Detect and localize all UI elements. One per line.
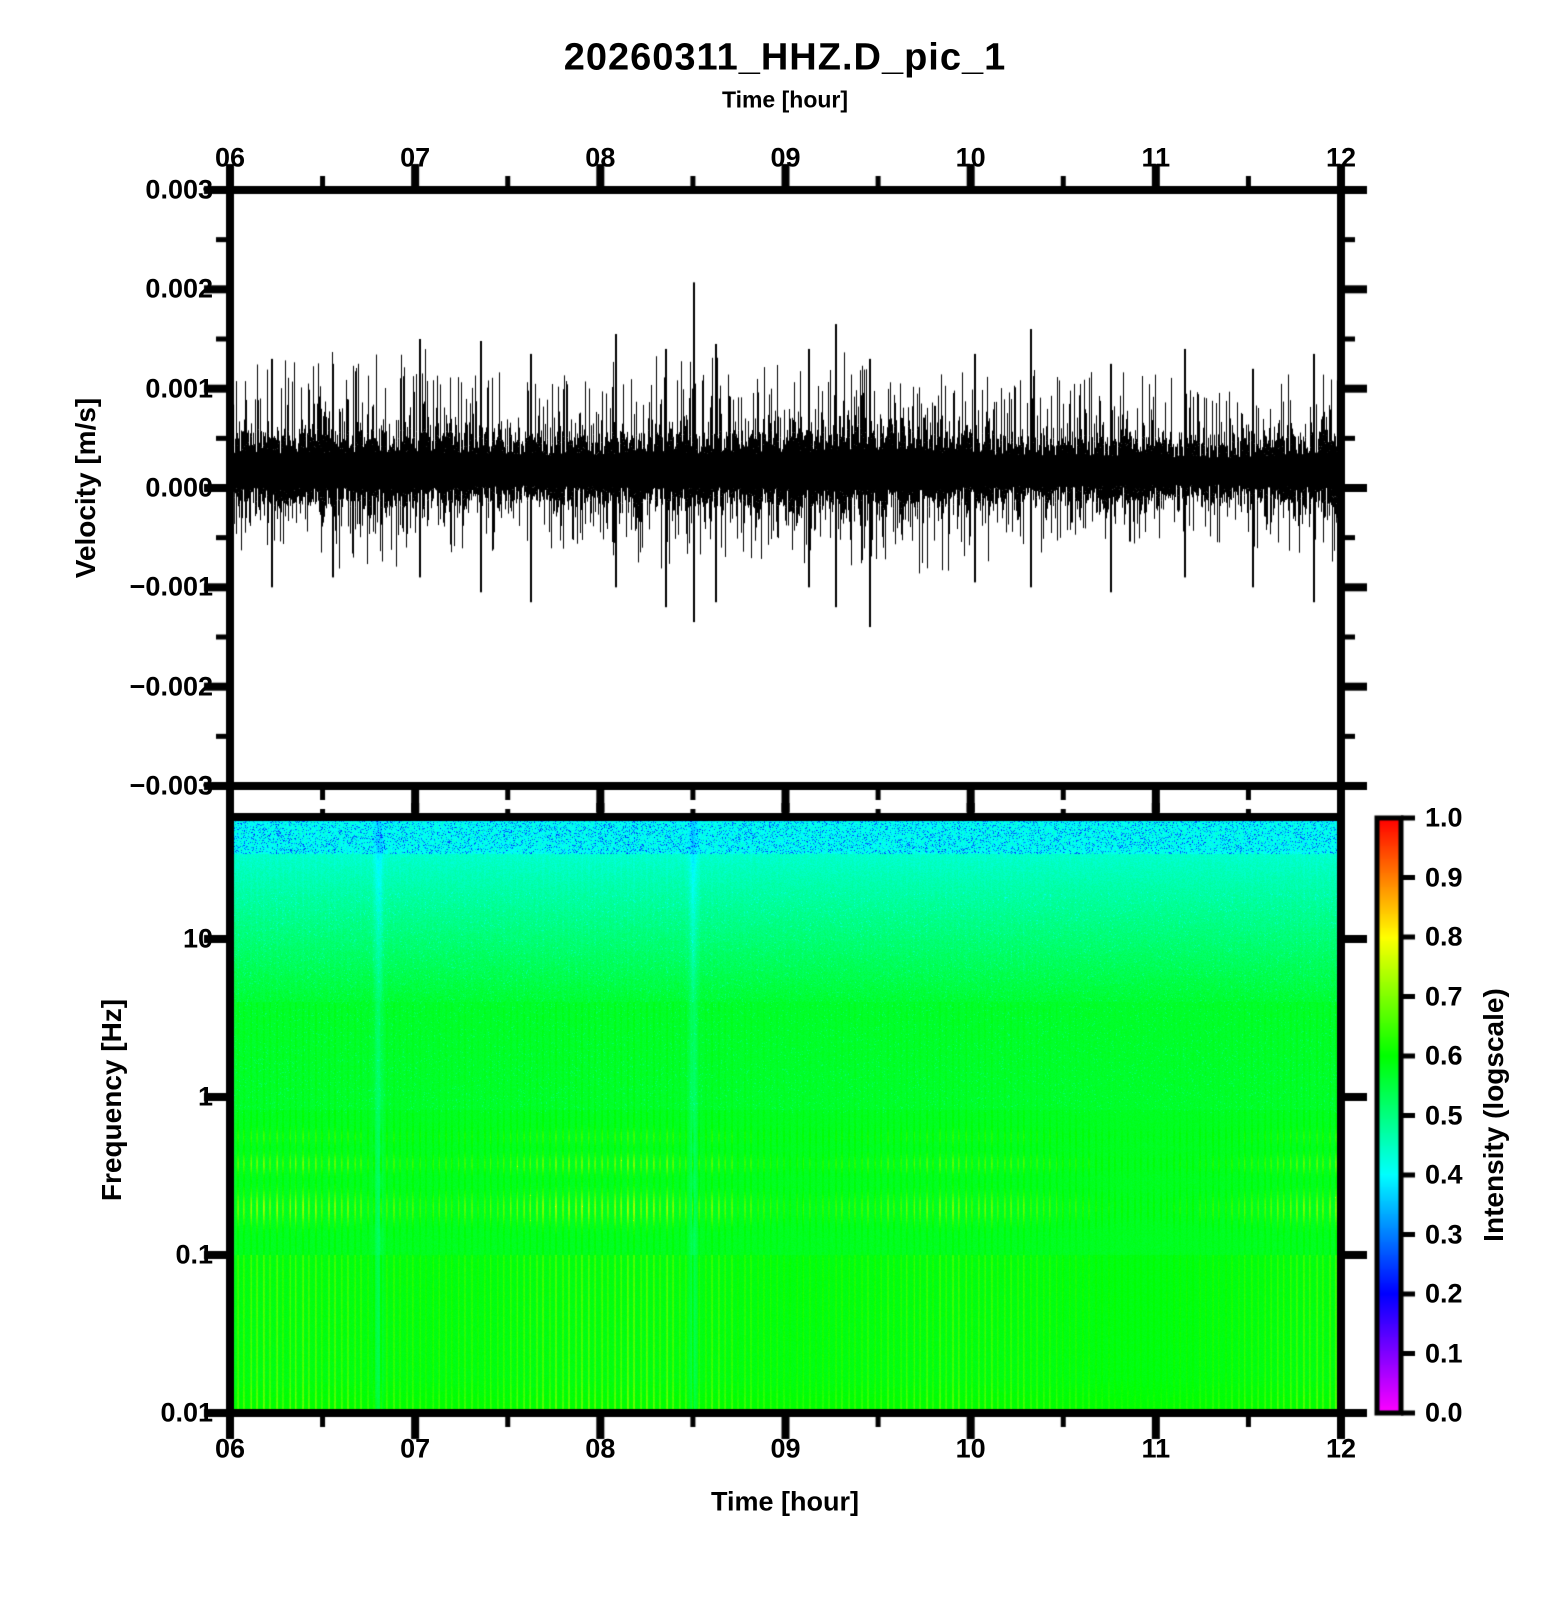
top-x-tick-label-12: 12	[1325, 142, 1357, 173]
bottom-x-tick-label-10: 10	[955, 1433, 986, 1464]
bottom-x-tick-label-07: 07	[400, 1433, 431, 1464]
bottom-x-tick-label-06: 06	[214, 1433, 246, 1464]
top-x-tick-label-09: 09	[770, 142, 801, 173]
top-x-tick-label-08: 08	[585, 142, 616, 173]
colorbar-tick-label-0.5: 0.5	[1425, 1100, 1463, 1130]
colorbar-tick-label-0.3: 0.3	[1425, 1219, 1463, 1249]
velocity-tick-label-5: −0.002	[129, 671, 213, 702]
top-x-tick-label-11: 11	[1141, 142, 1171, 173]
top-x-tick-label-10: 10	[955, 142, 986, 173]
velocity-tick-label-6: −0.003	[129, 770, 213, 801]
waveform-plot	[230, 190, 1341, 786]
velocity-tick-label-4: −0.001	[129, 571, 213, 602]
colorbar-tick-label-0.9: 0.9	[1425, 862, 1463, 892]
colorbar-tick-label-0.0: 0.0	[1425, 1397, 1463, 1428]
figure-title: 20260311_HHZ.D_pic_1	[563, 36, 1007, 79]
velocity-tick-label-2: 0.001	[145, 373, 213, 404]
top-x-tick-label-07: 07	[400, 142, 431, 173]
colorbar-tick-label-1.0: 1.0	[1425, 802, 1463, 833]
bottom-x-tick-label-09: 09	[770, 1433, 801, 1464]
bottom-axis-title: Time [hour]	[711, 1486, 859, 1517]
frequency-tick-label-0.1: 0.1	[175, 1239, 213, 1270]
velocity-tick-label-1: 0.002	[145, 273, 213, 304]
velocity-tick-label-3: 0.000	[145, 472, 213, 503]
colorbar-tick-label-0.2: 0.2	[1425, 1278, 1463, 1309]
colorbar-tick-label-0.4: 0.4	[1425, 1159, 1463, 1190]
colorbar-axis-title: Intensity (logscale)	[1478, 988, 1509, 1242]
frequency-tick-label-1: 1	[197, 1081, 213, 1112]
velocity-axis-title: Velocity [m/s]	[70, 397, 101, 579]
frequency-tick-label-0.01: 0.01	[160, 1397, 213, 1428]
bottom-x-tick-label-08: 08	[585, 1433, 616, 1464]
frequency-tick-label-10: 10	[182, 923, 213, 954]
spectrogram-plot	[230, 817, 1341, 1413]
frequency-axis-title: Frequency [Hz]	[96, 998, 127, 1202]
bottom-x-tick-label-12: 12	[1325, 1433, 1357, 1464]
velocity-tick-label-0: 0.003	[145, 174, 213, 205]
colorbar-tick-label-0.8: 0.8	[1425, 921, 1463, 952]
top-axis-title: Time [hour]	[721, 86, 849, 113]
colorbar-gradient	[1377, 818, 1401, 1413]
colorbar-tick-label-0.1: 0.1	[1425, 1338, 1463, 1368]
bottom-x-tick-label-11: 11	[1141, 1433, 1171, 1464]
top-x-tick-label-06: 06	[214, 142, 246, 173]
colorbar-tick-label-0.6: 0.6	[1425, 1040, 1463, 1071]
colorbar-tick-label-0.7: 0.7	[1425, 981, 1463, 1011]
